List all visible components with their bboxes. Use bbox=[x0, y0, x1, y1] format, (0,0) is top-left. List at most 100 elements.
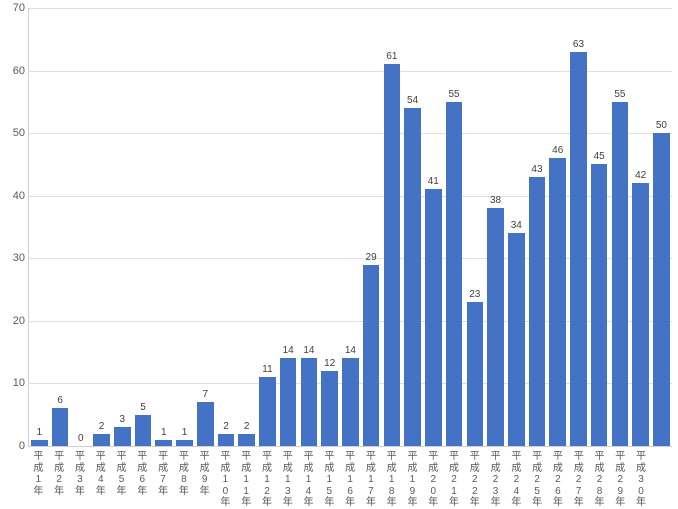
bar-value-label: 2 bbox=[99, 422, 105, 432]
bar-slot: 1 bbox=[153, 8, 174, 446]
bar bbox=[218, 434, 235, 447]
x-tick-label: 平成5年 bbox=[111, 447, 132, 509]
bar-value-label: 2 bbox=[244, 422, 250, 432]
x-tick-label: 平成21年 bbox=[444, 447, 465, 509]
x-tick-label: 平成4年 bbox=[90, 447, 111, 509]
bar-slot: 50 bbox=[651, 8, 672, 446]
y-tick-label: 40 bbox=[13, 190, 29, 202]
bar-slot: 14 bbox=[340, 8, 361, 446]
bar bbox=[404, 108, 421, 446]
x-tick-label: 平成6年 bbox=[132, 447, 153, 509]
x-tick-label: 平成8年 bbox=[173, 447, 194, 509]
x-tick-label: 平成2年 bbox=[49, 447, 70, 509]
bar-value-label: 34 bbox=[511, 221, 522, 231]
bar-slot: 14 bbox=[299, 8, 320, 446]
bar-chart: 010203040506070 160235117221114141214296… bbox=[0, 0, 678, 509]
bar-value-label: 38 bbox=[490, 196, 501, 206]
x-tick-label: 平成24年 bbox=[506, 447, 527, 509]
bar-slot: 54 bbox=[402, 8, 423, 446]
bar-slot: 41 bbox=[423, 8, 444, 446]
bar bbox=[612, 102, 629, 446]
bar bbox=[93, 434, 110, 447]
bar bbox=[52, 408, 69, 446]
x-tick-label bbox=[651, 447, 672, 509]
bar-value-label: 1 bbox=[161, 428, 167, 438]
bar bbox=[425, 189, 442, 446]
bar-value-label: 55 bbox=[448, 90, 459, 100]
y-tick-label: 30 bbox=[13, 252, 29, 264]
x-tick-label: 平成19年 bbox=[402, 447, 423, 509]
x-tick-label: 平成28年 bbox=[589, 447, 610, 509]
x-tick-label: 平成14年 bbox=[298, 447, 319, 509]
bar bbox=[446, 102, 463, 446]
bar-value-label: 14 bbox=[345, 346, 356, 356]
bar-value-label: 23 bbox=[469, 290, 480, 300]
bar-slot: 61 bbox=[381, 8, 402, 446]
bar-value-label: 63 bbox=[573, 40, 584, 50]
bar-value-label: 5 bbox=[140, 403, 146, 413]
bar-slot: 38 bbox=[485, 8, 506, 446]
bar-value-label: 11 bbox=[262, 365, 272, 375]
x-tick-label: 平成13年 bbox=[277, 447, 298, 509]
bar-value-label: 54 bbox=[407, 96, 418, 106]
bar bbox=[176, 440, 193, 446]
x-tick-label: 平成27年 bbox=[568, 447, 589, 509]
x-tick-label: 平成16年 bbox=[340, 447, 361, 509]
bar-slot: 0 bbox=[70, 8, 91, 446]
bar bbox=[321, 371, 338, 446]
bar-value-label: 12 bbox=[324, 359, 335, 369]
bar-slot: 43 bbox=[527, 8, 548, 446]
x-tick-label: 平成25年 bbox=[527, 447, 548, 509]
x-tick-label: 平成18年 bbox=[381, 447, 402, 509]
bar bbox=[508, 233, 525, 446]
bar bbox=[591, 164, 608, 446]
x-tick-label: 平成12年 bbox=[257, 447, 278, 509]
bar-slot: 63 bbox=[568, 8, 589, 446]
bar bbox=[114, 427, 131, 446]
bar-slot: 12 bbox=[319, 8, 340, 446]
x-tick-label: 平成11年 bbox=[236, 447, 257, 509]
bar-slot: 3 bbox=[112, 8, 133, 446]
bar-slot: 45 bbox=[589, 8, 610, 446]
x-tick-label: 平成9年 bbox=[194, 447, 215, 509]
bar bbox=[653, 133, 670, 446]
bar-slot: 5 bbox=[133, 8, 154, 446]
bar-value-label: 41 bbox=[428, 177, 439, 187]
x-tick-label: 平成7年 bbox=[153, 447, 174, 509]
bar-value-label: 61 bbox=[386, 52, 397, 62]
bar-slot: 42 bbox=[630, 8, 651, 446]
bar-value-label: 43 bbox=[531, 165, 542, 175]
bar-slot: 2 bbox=[216, 8, 237, 446]
bar-slot: 2 bbox=[91, 8, 112, 446]
bars-container: 1602351172211141412142961544155233834434… bbox=[29, 8, 672, 446]
bar bbox=[135, 415, 152, 446]
x-tick-label: 平成20年 bbox=[423, 447, 444, 509]
bar-slot: 46 bbox=[547, 8, 568, 446]
y-tick-label: 70 bbox=[13, 2, 29, 14]
bar-slot: 6 bbox=[50, 8, 71, 446]
bar bbox=[155, 440, 172, 446]
x-tick-label: 平成23年 bbox=[485, 447, 506, 509]
bar-value-label: 7 bbox=[202, 390, 208, 400]
bar bbox=[238, 434, 255, 447]
x-tick-label: 平成26年 bbox=[548, 447, 569, 509]
bar bbox=[467, 302, 484, 446]
y-tick-label: 20 bbox=[13, 315, 29, 327]
bar-slot: 2 bbox=[236, 8, 257, 446]
bar-slot: 7 bbox=[195, 8, 216, 446]
bar bbox=[259, 377, 276, 446]
bar-slot: 1 bbox=[29, 8, 50, 446]
x-tick-label: 平成22年 bbox=[464, 447, 485, 509]
bar-slot: 14 bbox=[278, 8, 299, 446]
plot-area: 010203040506070 160235117221114141214296… bbox=[28, 8, 672, 447]
y-tick-label: 50 bbox=[13, 127, 29, 139]
bar-value-label: 46 bbox=[552, 146, 563, 156]
bar bbox=[363, 265, 380, 446]
y-tick-label: 10 bbox=[13, 377, 29, 389]
bar bbox=[632, 183, 649, 446]
x-tick-label: 平成17年 bbox=[361, 447, 382, 509]
bar-value-label: 1 bbox=[37, 428, 43, 438]
bar bbox=[529, 177, 546, 446]
x-tick-label: 平成29年 bbox=[610, 447, 631, 509]
bar-value-label: 14 bbox=[303, 346, 314, 356]
